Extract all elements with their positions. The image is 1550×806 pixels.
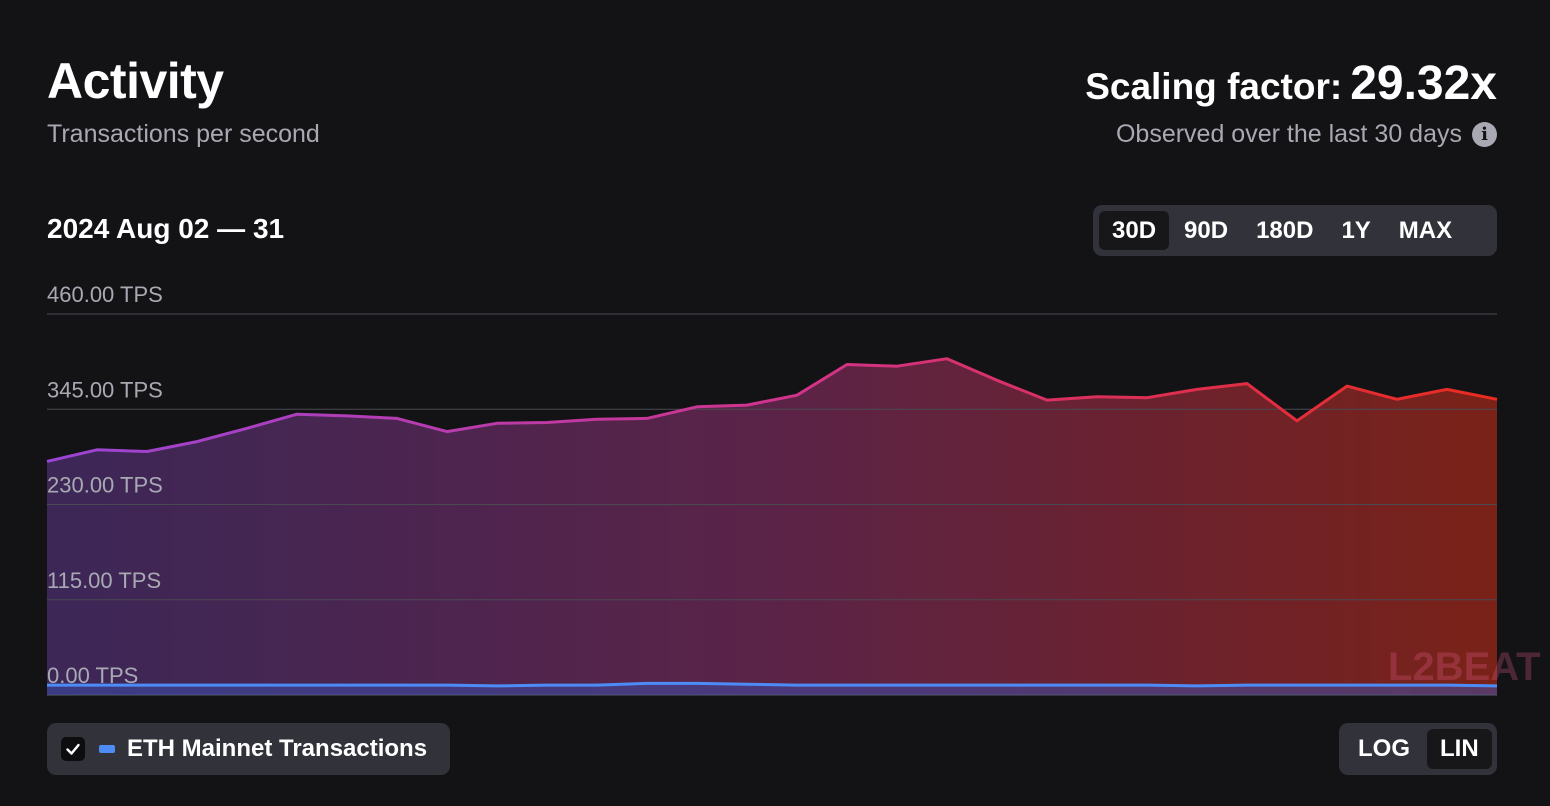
total-activity-area — [47, 358, 1497, 695]
timeframe-90d-button[interactable]: 90D — [1184, 216, 1229, 244]
activity-subtitle: Transactions per second — [47, 120, 320, 148]
timeframe-selector: 30D 90D 180D 1Y MAX — [1093, 205, 1497, 256]
scaling-factor-label: Scaling factor: — [1085, 66, 1343, 107]
info-circle-icon[interactable]: i — [1472, 122, 1497, 147]
y-tick-label: 230.00 TPS — [47, 473, 163, 498]
timeframe-30d-button[interactable]: 30D — [1099, 211, 1170, 250]
y-tick-label: 345.00 TPS — [47, 377, 163, 402]
observed-period: Observed over the last 30 days i — [1116, 120, 1497, 149]
legend-label: ETH Mainnet Transactions — [127, 735, 428, 762]
date-range-label: 2024 Aug 02 — 31 — [47, 213, 285, 244]
timeframe-max-button[interactable]: MAX — [1398, 216, 1453, 244]
observed-period-text: Observed over the last 30 days — [1115, 120, 1462, 148]
y-tick-label: 115.00 TPS — [47, 568, 161, 593]
scale-toggle: LOG LIN — [1339, 723, 1497, 775]
timeframe-180d-button[interactable]: 180D — [1256, 216, 1314, 244]
total-activity-line — [46, 357, 1498, 463]
checkmark-icon[interactable] — [61, 737, 85, 761]
legend-swatch — [99, 745, 115, 753]
svg-text:L2BEAT: L2BEAT — [1388, 645, 1541, 689]
l2beat-watermark: L2BEAT — [1388, 645, 1541, 689]
lin-scale-button[interactable]: LIN — [1427, 729, 1492, 769]
timeframe-1y-button[interactable]: 1Y — [1341, 216, 1371, 244]
scaling-factor-value: 29.32x — [1350, 57, 1497, 110]
y-tick-label: 460.00 TPS — [47, 282, 163, 307]
eth-mainnet-line — [47, 681, 1498, 688]
scaling-factor: Scaling factor: 29.32x — [1085, 56, 1497, 111]
log-scale-button[interactable]: LOG — [1358, 735, 1410, 762]
activity-title: Activity — [47, 53, 224, 109]
legend-eth-mainnet[interactable]: ETH Mainnet Transactions — [47, 723, 450, 775]
